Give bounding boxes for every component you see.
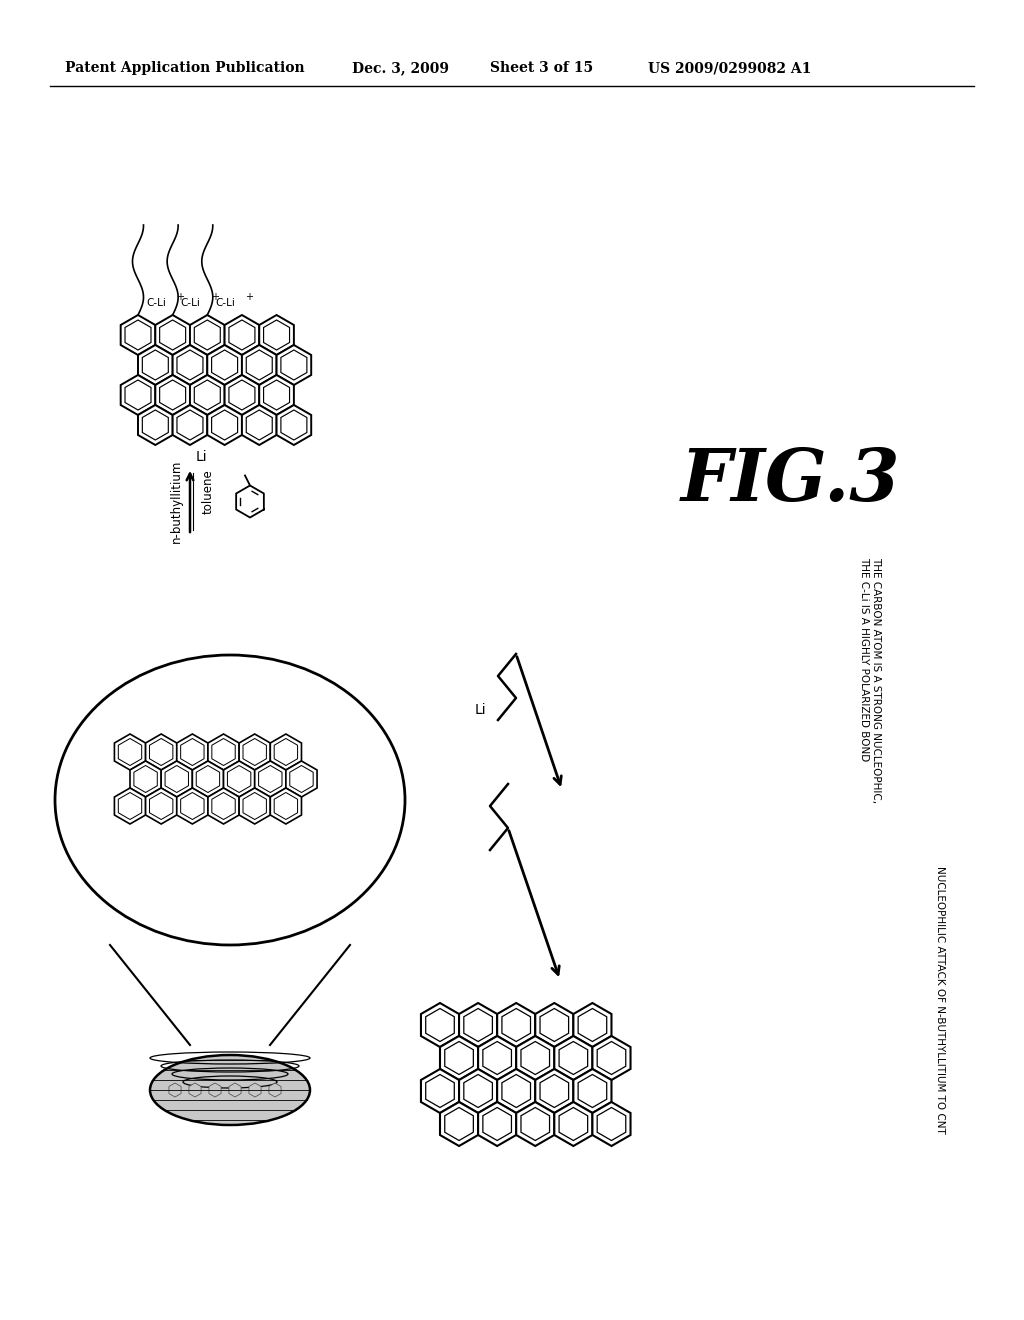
Text: Sheet 3 of 15: Sheet 3 of 15 (490, 61, 593, 75)
Polygon shape (536, 1069, 573, 1113)
Polygon shape (161, 762, 193, 797)
Polygon shape (593, 1102, 631, 1146)
Polygon shape (173, 405, 207, 445)
Polygon shape (286, 762, 317, 797)
Polygon shape (249, 1082, 261, 1097)
Polygon shape (130, 762, 161, 797)
Polygon shape (156, 315, 190, 355)
Polygon shape (240, 788, 270, 824)
Text: Dec. 3, 2009: Dec. 3, 2009 (352, 61, 449, 75)
Polygon shape (138, 405, 173, 445)
Text: Patent Application Publication: Patent Application Publication (65, 61, 304, 75)
Polygon shape (498, 1069, 536, 1113)
Polygon shape (190, 375, 224, 414)
Polygon shape (115, 734, 145, 770)
Text: n-buthyllitium: n-buthyllitium (170, 459, 183, 544)
Polygon shape (516, 1102, 554, 1146)
Polygon shape (270, 734, 301, 770)
Polygon shape (208, 788, 240, 824)
Text: THE CARBON ATOM IS A STRONG NUCLEOPHIC,
THE C-Li IS A HIGHLY POLARIZED BOND: THE CARBON ATOM IS A STRONG NUCLEOPHIC, … (859, 557, 881, 803)
Polygon shape (421, 1003, 459, 1047)
Polygon shape (208, 734, 240, 770)
Polygon shape (223, 762, 255, 797)
Text: +: + (246, 292, 253, 302)
Polygon shape (554, 1102, 593, 1146)
Polygon shape (554, 1036, 593, 1080)
Polygon shape (177, 788, 208, 824)
Text: +: + (211, 292, 219, 302)
Polygon shape (459, 1003, 498, 1047)
Polygon shape (121, 315, 156, 355)
Polygon shape (121, 375, 156, 414)
Polygon shape (145, 788, 177, 824)
Polygon shape (536, 1003, 573, 1047)
Polygon shape (421, 1069, 459, 1113)
Polygon shape (270, 788, 301, 824)
Polygon shape (478, 1036, 516, 1080)
Polygon shape (459, 1069, 498, 1113)
Polygon shape (516, 1036, 554, 1080)
Polygon shape (189, 1082, 201, 1097)
Ellipse shape (150, 1055, 310, 1125)
Polygon shape (242, 345, 276, 385)
Text: +: + (176, 292, 184, 302)
Polygon shape (224, 315, 259, 355)
Polygon shape (138, 345, 173, 385)
Polygon shape (593, 1036, 631, 1080)
Polygon shape (207, 345, 242, 385)
Polygon shape (259, 315, 294, 355)
Polygon shape (242, 405, 276, 445)
Text: C-Li: C-Li (215, 298, 236, 308)
Polygon shape (255, 762, 286, 797)
Polygon shape (229, 1082, 241, 1097)
Text: Li: Li (474, 704, 485, 717)
Polygon shape (498, 1003, 536, 1047)
Polygon shape (145, 734, 177, 770)
Polygon shape (573, 1069, 611, 1113)
Text: C-Li: C-Li (180, 298, 201, 308)
Polygon shape (169, 1082, 181, 1097)
Polygon shape (276, 345, 311, 385)
Polygon shape (190, 315, 224, 355)
Polygon shape (177, 734, 208, 770)
Polygon shape (115, 788, 145, 824)
Polygon shape (440, 1036, 478, 1080)
Text: NUCLEOPHILIC ATTACK OF N-BUTHYLLITIUM TO CNT: NUCLEOPHILIC ATTACK OF N-BUTHYLLITIUM TO… (935, 866, 945, 1134)
Text: Li: Li (196, 450, 208, 465)
Text: C-Li: C-Li (146, 298, 166, 308)
Polygon shape (478, 1102, 516, 1146)
Polygon shape (573, 1003, 611, 1047)
Text: FIG.3: FIG.3 (680, 445, 900, 516)
Text: toluene: toluene (202, 469, 215, 513)
Polygon shape (224, 375, 259, 414)
Polygon shape (269, 1082, 281, 1097)
Polygon shape (259, 375, 294, 414)
Polygon shape (173, 345, 207, 385)
Polygon shape (440, 1102, 478, 1146)
Polygon shape (207, 405, 242, 445)
Polygon shape (209, 1082, 221, 1097)
Polygon shape (276, 405, 311, 445)
Text: US 2009/0299082 A1: US 2009/0299082 A1 (648, 61, 811, 75)
Polygon shape (156, 375, 190, 414)
Polygon shape (193, 762, 223, 797)
Polygon shape (240, 734, 270, 770)
